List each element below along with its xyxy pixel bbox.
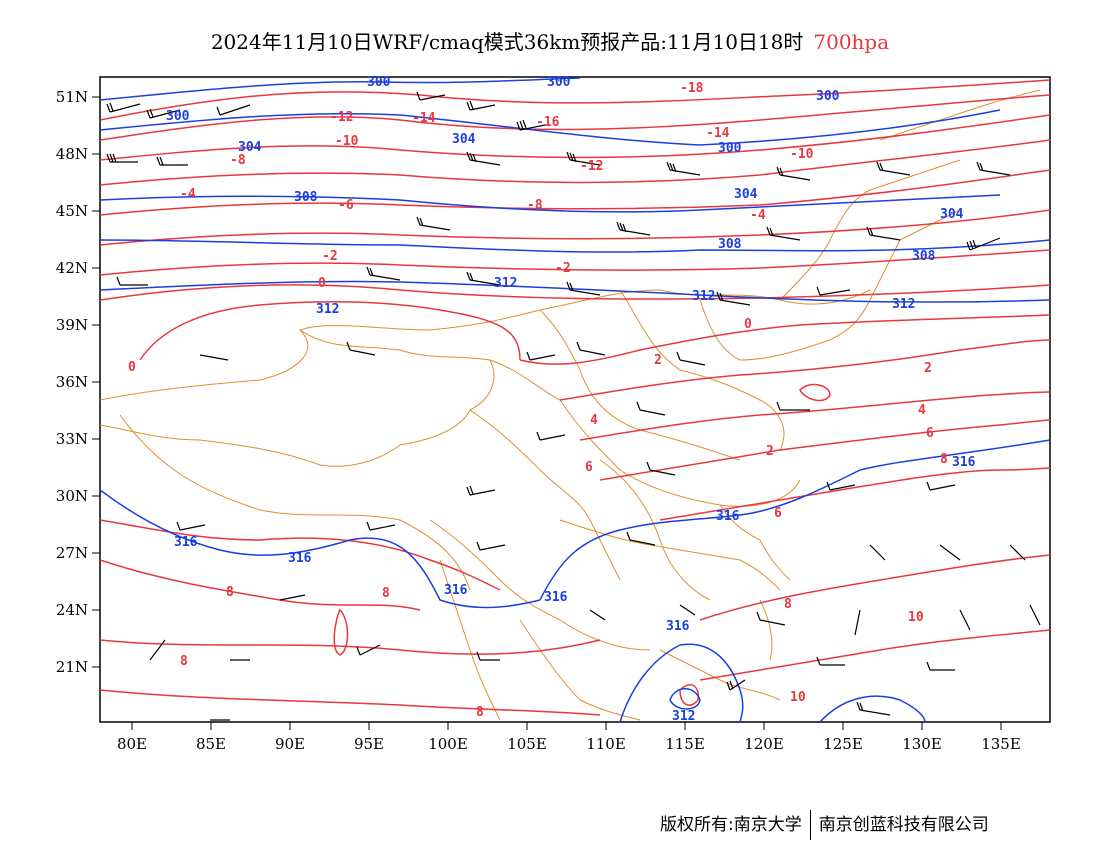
- temperature-label: -8: [230, 153, 246, 168]
- lon-tick-label: 120E: [744, 735, 784, 753]
- lat-tick-label: 30N: [56, 487, 88, 505]
- temperature-label: 8: [940, 452, 948, 467]
- lon-tick-label: 125E: [823, 735, 863, 753]
- temperature-label: 8: [180, 654, 188, 669]
- temperature-label: -2: [322, 249, 338, 264]
- temperature-label: -10: [790, 147, 814, 162]
- lat-tick-label: 51N: [56, 88, 88, 106]
- map-frame: [99, 76, 1051, 723]
- temperature-label: -4: [180, 187, 196, 202]
- lon-tick-label: 95E: [354, 735, 384, 753]
- height-label: 300: [718, 141, 742, 156]
- height-label: 312: [672, 709, 695, 724]
- temperature-label: 6: [926, 426, 934, 441]
- lon-tick-label: 110E: [586, 735, 626, 753]
- wind-barbs: [106, 91, 1041, 721]
- lat-tick-label: 27N: [56, 544, 88, 562]
- lat-tick-label: 48N: [56, 145, 88, 163]
- temperature-label: -8: [527, 198, 543, 213]
- height-label: 316: [666, 619, 690, 634]
- lat-tick-label: 21N: [56, 658, 88, 676]
- temperature-label: -18: [680, 81, 704, 96]
- lon-tick-label: 100E: [428, 735, 468, 753]
- temperature-label: 10: [790, 690, 806, 705]
- temperature-label: 0: [128, 360, 136, 375]
- temperature-label: -16: [536, 115, 560, 130]
- temperature-label: 6: [585, 460, 593, 475]
- temperature-label: -12: [580, 159, 603, 174]
- temperature-label: 8: [226, 585, 234, 600]
- lat-tick-label: 39N: [56, 316, 88, 334]
- copyright-owner: 版权所有:南京大学: [660, 815, 802, 835]
- height-label: 312: [692, 289, 715, 304]
- temperature-label-layer: -18 -16 -14 -14 -12 -12 -10 -10 -8 -8 -6…: [128, 81, 948, 720]
- temperature-contours: [100, 79, 1050, 716]
- copyright-company: 南京创蓝科技有限公司: [818, 815, 989, 835]
- lon-tick-label: 105E: [507, 735, 547, 753]
- copyright-footer: 版权所有:南京大学 南京创蓝科技有限公司: [660, 810, 989, 840]
- height-label: 316: [716, 509, 740, 524]
- height-label: 316: [952, 455, 976, 470]
- temperature-label: -14: [706, 126, 730, 141]
- temperature-label: 2: [654, 353, 662, 368]
- lon-tick-label: 130E: [902, 735, 942, 753]
- height-label: 304: [238, 140, 262, 155]
- height-label: 300: [367, 75, 391, 90]
- lon-tick-label: 135E: [981, 735, 1021, 753]
- lat-tick-label: 33N: [56, 430, 88, 448]
- latitude-axis: 51N 48N 45N 42N 39N 36N 33N 30N 27N 24N …: [56, 88, 100, 676]
- height-label: 308: [912, 249, 936, 264]
- longitude-axis: 80E 85E 90E 95E 100E 105E 110E 115E 120E…: [117, 722, 1021, 753]
- height-label: 316: [174, 535, 198, 550]
- lat-tick-label: 36N: [56, 373, 88, 391]
- temperature-label: -4: [750, 208, 766, 223]
- temperature-label: -2: [555, 261, 571, 276]
- lat-tick-label: 24N: [56, 601, 88, 619]
- height-label: 304: [734, 187, 758, 202]
- temperature-label: 4: [918, 403, 926, 418]
- lat-tick-label: 45N: [56, 202, 88, 220]
- height-label: 304: [940, 207, 964, 222]
- temperature-label: -6: [338, 198, 354, 213]
- height-label: 316: [544, 590, 568, 605]
- temperature-label: 0: [318, 276, 326, 291]
- height-label: 300: [816, 89, 840, 104]
- lat-tick-label: 42N: [56, 259, 88, 277]
- geopotential-label-layer: 300 300 300 300 300 304 304 304 304 308 …: [166, 75, 976, 724]
- temperature-label: 4: [590, 413, 598, 428]
- height-label: 308: [294, 190, 318, 205]
- height-label: 312: [892, 297, 915, 312]
- height-label: 300: [166, 109, 190, 124]
- temperature-label: 2: [924, 361, 932, 376]
- height-label: 312: [494, 276, 517, 291]
- temperature-label: 2: [766, 444, 774, 459]
- temperature-label: 6: [774, 506, 782, 521]
- height-label: 312: [316, 302, 339, 317]
- temperature-label: 10: [908, 610, 924, 625]
- height-label: 308: [718, 237, 742, 252]
- chart-title: 2024年11月10日WRF/cmaq模式36km预报产品:11月10日18时 7…: [0, 26, 1100, 55]
- height-label: 316: [288, 551, 312, 566]
- footer-divider: [809, 810, 811, 840]
- temperature-label: 8: [476, 705, 484, 720]
- temperature-label: 8: [784, 597, 792, 612]
- temperature-label: 0: [744, 317, 752, 332]
- geopotential-height-contours: [100, 77, 1050, 722]
- temperature-label: -14: [412, 111, 436, 126]
- lon-tick-label: 90E: [275, 735, 305, 753]
- height-label: 316: [444, 583, 468, 598]
- lon-tick-label: 80E: [117, 735, 147, 753]
- lon-tick-label: 115E: [665, 735, 705, 753]
- temperature-label: -12: [330, 110, 353, 125]
- province-boundaries: [100, 89, 1041, 721]
- title-main: 2024年11月10日WRF/cmaq模式36km预报产品:11月10日18时: [210, 30, 804, 54]
- temperature-label: -10: [335, 134, 359, 149]
- height-label: 300: [547, 75, 571, 90]
- temperature-label: 8: [382, 586, 390, 601]
- height-label: 304: [452, 132, 476, 147]
- pressure-level: 700hpa: [813, 30, 890, 54]
- lon-tick-label: 85E: [196, 735, 226, 753]
